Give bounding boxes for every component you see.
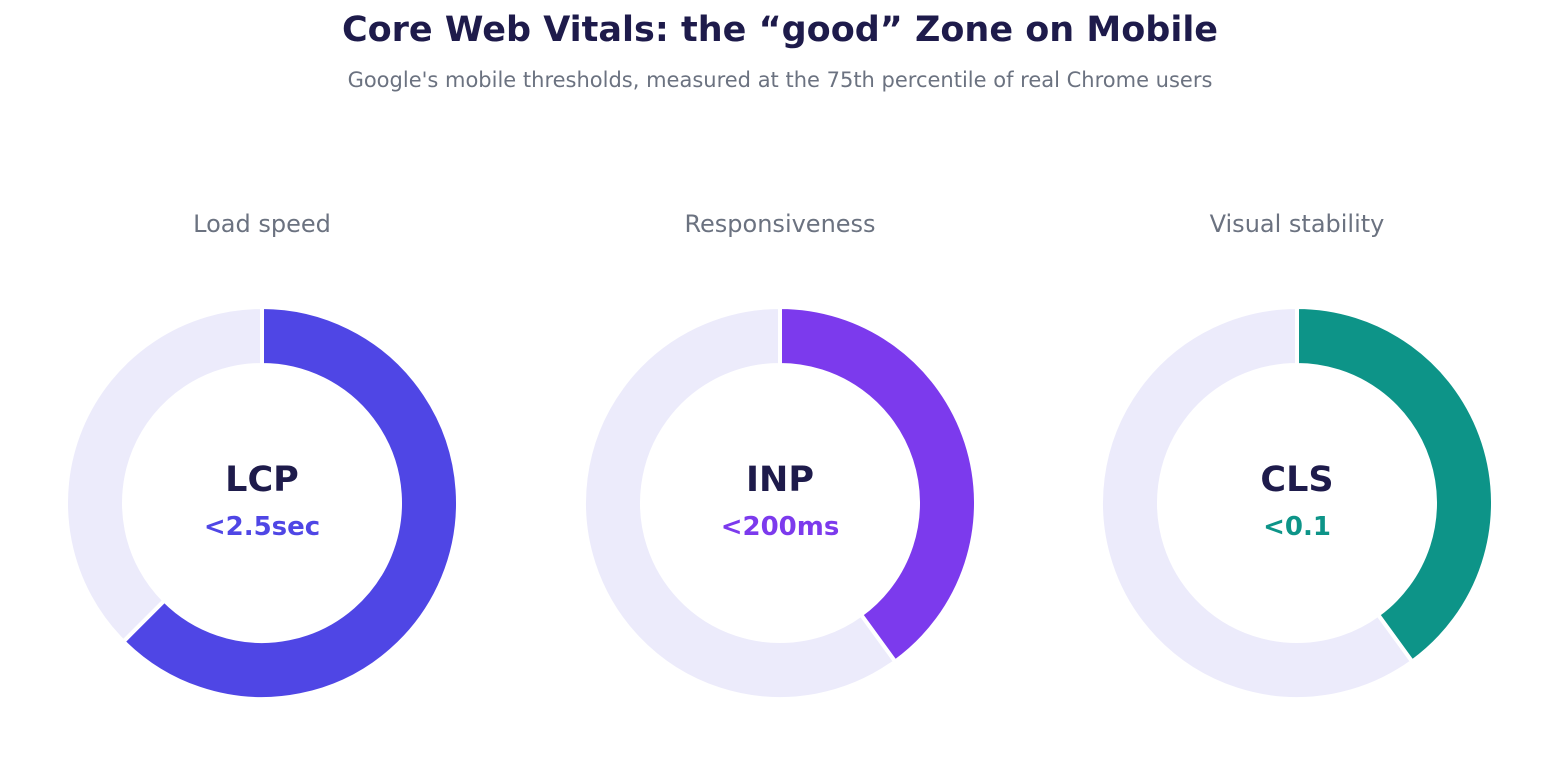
donut-good-arc-inp — [778, 304, 978, 665]
donut-track-cls — [1099, 304, 1416, 701]
donut-panel-lcp: Load speed LCP <2.5sec — [64, 210, 460, 701]
metric-name-lcp: LCP — [225, 460, 299, 500]
chart-subtitle: Google's mobile thresholds, measured at … — [347, 68, 1213, 92]
panel-title-lcp: Load speed — [193, 210, 331, 238]
donut-good-arc-cls — [1295, 304, 1495, 665]
metric-threshold-lcp: <2.5sec — [204, 512, 320, 542]
donut-good-arc-lcp — [120, 304, 460, 701]
panel-title-cls: Visual stability — [1210, 210, 1385, 238]
metric-name-cls: CLS — [1260, 460, 1333, 500]
donut-track-inp — [582, 304, 899, 701]
donut-panel-cls: Visual stability CLS <0.1 — [1099, 210, 1495, 701]
chart-title: Core Web Vitals: the “good” Zone on Mobi… — [341, 10, 1219, 50]
metric-threshold-cls: <0.1 — [1263, 512, 1331, 542]
donut-track-lcp — [64, 304, 264, 645]
metric-name-inp: INP — [746, 460, 814, 500]
metric-threshold-inp: <200ms — [721, 512, 840, 542]
panel-title-inp: Responsiveness — [684, 210, 875, 238]
donut-panel-inp: Responsiveness INP <200ms — [582, 210, 978, 701]
